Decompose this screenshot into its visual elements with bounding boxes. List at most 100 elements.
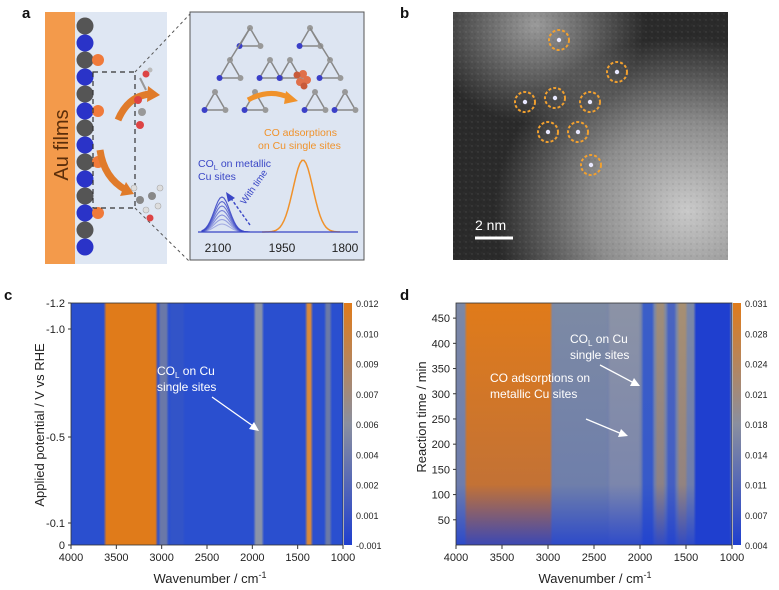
x-tick-label-d: 1500 — [674, 552, 698, 564]
single-atom-circle — [544, 87, 566, 109]
atom-column — [76, 17, 104, 256]
network-atom — [216, 75, 223, 81]
network-atom — [296, 43, 303, 49]
n-atom — [76, 136, 94, 154]
x-tick-label-d: 3000 — [536, 552, 560, 564]
network-atom — [337, 75, 344, 81]
single-atom-circle — [548, 29, 570, 51]
n-atom — [76, 238, 94, 256]
colorbar-tick-label-c: 0.004 — [356, 450, 379, 460]
network-atom — [342, 89, 348, 95]
annotation-c-line1: COL on Cu — [157, 364, 215, 380]
au-atom — [76, 119, 94, 137]
panel-b-letter: b — [400, 5, 410, 22]
single-atom-circle — [580, 154, 602, 176]
x-tick-label-c: 3000 — [149, 552, 173, 564]
cu-cluster — [293, 70, 311, 90]
stem-image: 2 nm — [453, 12, 728, 260]
au-atom — [76, 85, 94, 103]
y-tick-label-d: 150 — [432, 464, 450, 476]
annotation-d2-line1: CO adsorptions on — [490, 371, 590, 385]
annotation-d1-line1: COL on Cu — [570, 332, 628, 348]
colorbar-d — [733, 303, 741, 545]
network-atom — [237, 75, 244, 81]
panel-c-letter: c — [4, 287, 13, 304]
panel-a-schematic: Au films — [45, 11, 365, 264]
colorbar-tick-label-c: 0.002 — [356, 481, 379, 491]
network-atom — [222, 107, 229, 113]
network-atom — [262, 107, 269, 113]
molecule-product — [130, 184, 164, 222]
y-tick-label-c: -1.0 — [46, 324, 65, 336]
heatmap-c-plot — [71, 303, 343, 545]
single-atom-markers — [514, 29, 628, 176]
cu-atom — [92, 54, 104, 66]
y-tick-label-c: -1.2 — [46, 298, 65, 310]
colorbar-tick-label-c: 0.001 — [356, 511, 379, 521]
single-atom-circle — [567, 121, 589, 143]
n-atom — [76, 204, 94, 222]
single-atom-circle — [537, 121, 559, 143]
panel-a: a Au films — [0, 0, 380, 270]
colorbar-tick-label-c: 0.006 — [356, 420, 379, 430]
network-atom — [322, 107, 329, 113]
network-atom — [331, 107, 338, 113]
colorbar-tick-label-d: 0.018 — [745, 420, 768, 430]
inset-frame — [189, 11, 365, 261]
heatmap-c: -1.2 -1.0 -0.5 -0.1 0 4000 3500 3000 2500 2000 15… — [32, 298, 382, 586]
y-tick-label-d: 250 — [432, 414, 450, 426]
network-atom — [276, 75, 283, 81]
xlabel-c: Wavenumber / cm-1 — [153, 570, 266, 586]
y-tick-label-d: 300 — [432, 389, 450, 401]
au-atom — [76, 153, 94, 171]
x-tick-label-c: 1000 — [331, 552, 355, 564]
ylabel-c: Applied potential / V vs RHE — [32, 343, 47, 507]
annotation-d1-arrow — [599, 364, 635, 384]
y-tick-label-d: 400 — [432, 338, 450, 350]
n-atom — [76, 102, 94, 120]
x-tick-label-d: 2000 — [628, 552, 652, 564]
orange-spectrum-peak — [262, 159, 340, 233]
single-atom-circle — [514, 91, 536, 113]
colorbar-tick-label-d: 0.028 — [745, 329, 768, 339]
au-atom — [76, 51, 94, 69]
dashed-highlight-box — [92, 71, 136, 209]
co-ads-label-line1: CO adsorptions — [264, 127, 337, 139]
annotation-d2-line2: metallic Cu sites — [490, 387, 577, 401]
network-atom — [257, 43, 264, 49]
au-films-label: Au films — [51, 109, 73, 180]
panel-d-letter: d — [400, 287, 410, 304]
colorbar-tick-label-c: 0.007 — [356, 390, 379, 400]
network-atom — [252, 89, 258, 95]
colorbar-tick-label-c: 0.010 — [356, 329, 379, 339]
cu-atom — [92, 105, 104, 117]
spectrum-tick-1950: 1950 — [269, 241, 296, 255]
spectrum-tick-1800: 1800 — [332, 241, 359, 255]
single-atom-circle — [606, 61, 628, 83]
blue-spectrum-curve — [201, 196, 250, 233]
y-tick-label-d: 450 — [432, 313, 450, 325]
colorbar-tick-label-d: 0.007 — [745, 511, 768, 521]
y-tick-label-d: 350 — [432, 364, 450, 376]
au-atom — [76, 17, 94, 35]
x-tick-label-d: 3500 — [490, 552, 514, 564]
colorbar-tick-label-c: -0.001 — [356, 541, 382, 551]
n-atom — [76, 34, 94, 52]
co-l-label: COL on metallic — [198, 158, 271, 172]
y-tick-label-c: -0.5 — [46, 432, 65, 444]
network-atom — [267, 57, 273, 63]
y-tick-label-c: -0.1 — [46, 518, 65, 530]
n-atom — [76, 68, 94, 86]
au-atom — [76, 187, 94, 205]
panel-b: b 2 nm — [385, 0, 779, 270]
annotation-c-arrow — [211, 396, 254, 427]
colorbar-tick-label-c: 0.009 — [356, 360, 379, 370]
annotation-c-line2: single sites — [157, 380, 216, 394]
panel-a-letter: a — [22, 5, 31, 22]
x-tick-label-c: 2500 — [195, 552, 219, 564]
co-l-label-line2: Cu sites — [198, 171, 236, 183]
colorbar-tick-label-d: 0.004 — [745, 541, 768, 551]
y-tick-label-d: 200 — [432, 439, 450, 451]
x-tick-label-c: 2000 — [240, 552, 264, 564]
network-atom — [301, 107, 308, 113]
